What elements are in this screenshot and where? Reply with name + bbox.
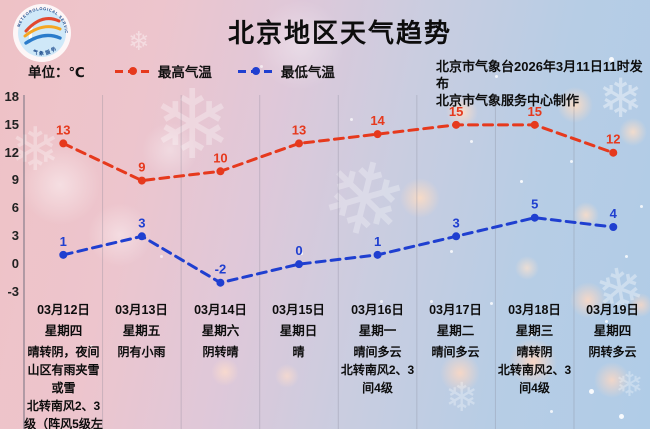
- publisher-info: 北京市气象台2026年3月11日11时发布 北京市气象服务中心制作: [436, 58, 650, 109]
- logo-orange-ribbon: [23, 25, 62, 38]
- y-axis-label: 15: [4, 117, 19, 132]
- legend-max-temp: 最高气温: [114, 61, 212, 81]
- min-temp-value-label: 4: [610, 206, 618, 221]
- y-axis: 18 15 12 9 6 3 0 -3: [0, 0, 19, 429]
- max-temp-line-icon: [114, 69, 152, 73]
- meteorological-service-logo: METEOROLOGICAL SERVICE 气象服务: [10, 0, 72, 68]
- max-temp-value-label: 13: [292, 122, 306, 137]
- unit-label: 单位：℃: [28, 65, 85, 80]
- max-temp-value-label: 15: [449, 104, 463, 119]
- min-temp-line: [61, 216, 615, 285]
- max-temp-point: [216, 167, 225, 176]
- min-temp-value-label: -2: [215, 262, 227, 277]
- max-temp-value-label: 12: [606, 132, 620, 147]
- min-temp-point: [530, 213, 539, 222]
- min-temp-value-label: 1: [374, 234, 381, 249]
- page-title: 北京地区天气趋势: [227, 18, 452, 48]
- y-axis-label: 0: [11, 256, 19, 271]
- y-axis-label: -3: [7, 284, 19, 299]
- min-temp-point: [59, 250, 68, 259]
- publisher-line1: 北京市气象台2026年3月11日11时发布: [436, 59, 643, 91]
- max-temp-point: [530, 120, 539, 129]
- min-temp-value-label: 5: [531, 197, 538, 212]
- min-temp-line-icon: [237, 69, 275, 73]
- y-axis-label: 12: [4, 145, 19, 160]
- legend-min-label: 最低气温: [280, 65, 335, 80]
- max-temp-point: [137, 176, 146, 185]
- min-temp-point: [294, 260, 303, 269]
- max-temp-point: [59, 139, 68, 148]
- y-axis-label: 6: [11, 200, 19, 215]
- min-temp-value-label: 0: [295, 243, 302, 258]
- min-temp-value-label: 3: [138, 215, 145, 230]
- min-temp-point: [373, 250, 382, 259]
- max-temp-value-label: 10: [213, 150, 227, 165]
- max-temp-value-label: 14: [370, 113, 385, 128]
- max-temp-point: [452, 120, 461, 129]
- max-temp-value-label: 15: [527, 104, 541, 119]
- max-temp-point: [373, 130, 382, 139]
- legend-max-label: 最高气温: [157, 65, 212, 80]
- logo-blue-ribbon: [24, 33, 62, 45]
- max-temp-value-label: 13: [56, 122, 70, 137]
- legend-bar: 单位：℃ 最高气温 最低气温: [28, 62, 335, 80]
- min-temp-value-label: 1: [60, 234, 67, 249]
- max-temp-point: [609, 148, 618, 157]
- min-temp-point: [609, 223, 618, 231]
- max-temp-value-label: 9: [138, 160, 145, 175]
- logo-red-ribbon: [24, 17, 61, 33]
- legend-min-temp: 最低气温: [237, 61, 335, 81]
- publisher-line2: 北京市气象服务中心制作: [436, 93, 580, 108]
- min-temp-point: [452, 232, 461, 241]
- max-temp-line: [61, 123, 615, 183]
- min-temp-value-label: 3: [453, 215, 460, 230]
- max-temp-point: [294, 139, 303, 148]
- min-temp-point: [216, 278, 225, 287]
- y-axis-label: 9: [11, 172, 19, 187]
- y-axis-label: 18: [4, 89, 19, 104]
- y-axis-label: 3: [11, 228, 19, 243]
- logo-image: METEOROLOGICAL SERVICE 气象服务: [10, 0, 71, 62]
- min-temp-point: [137, 232, 146, 241]
